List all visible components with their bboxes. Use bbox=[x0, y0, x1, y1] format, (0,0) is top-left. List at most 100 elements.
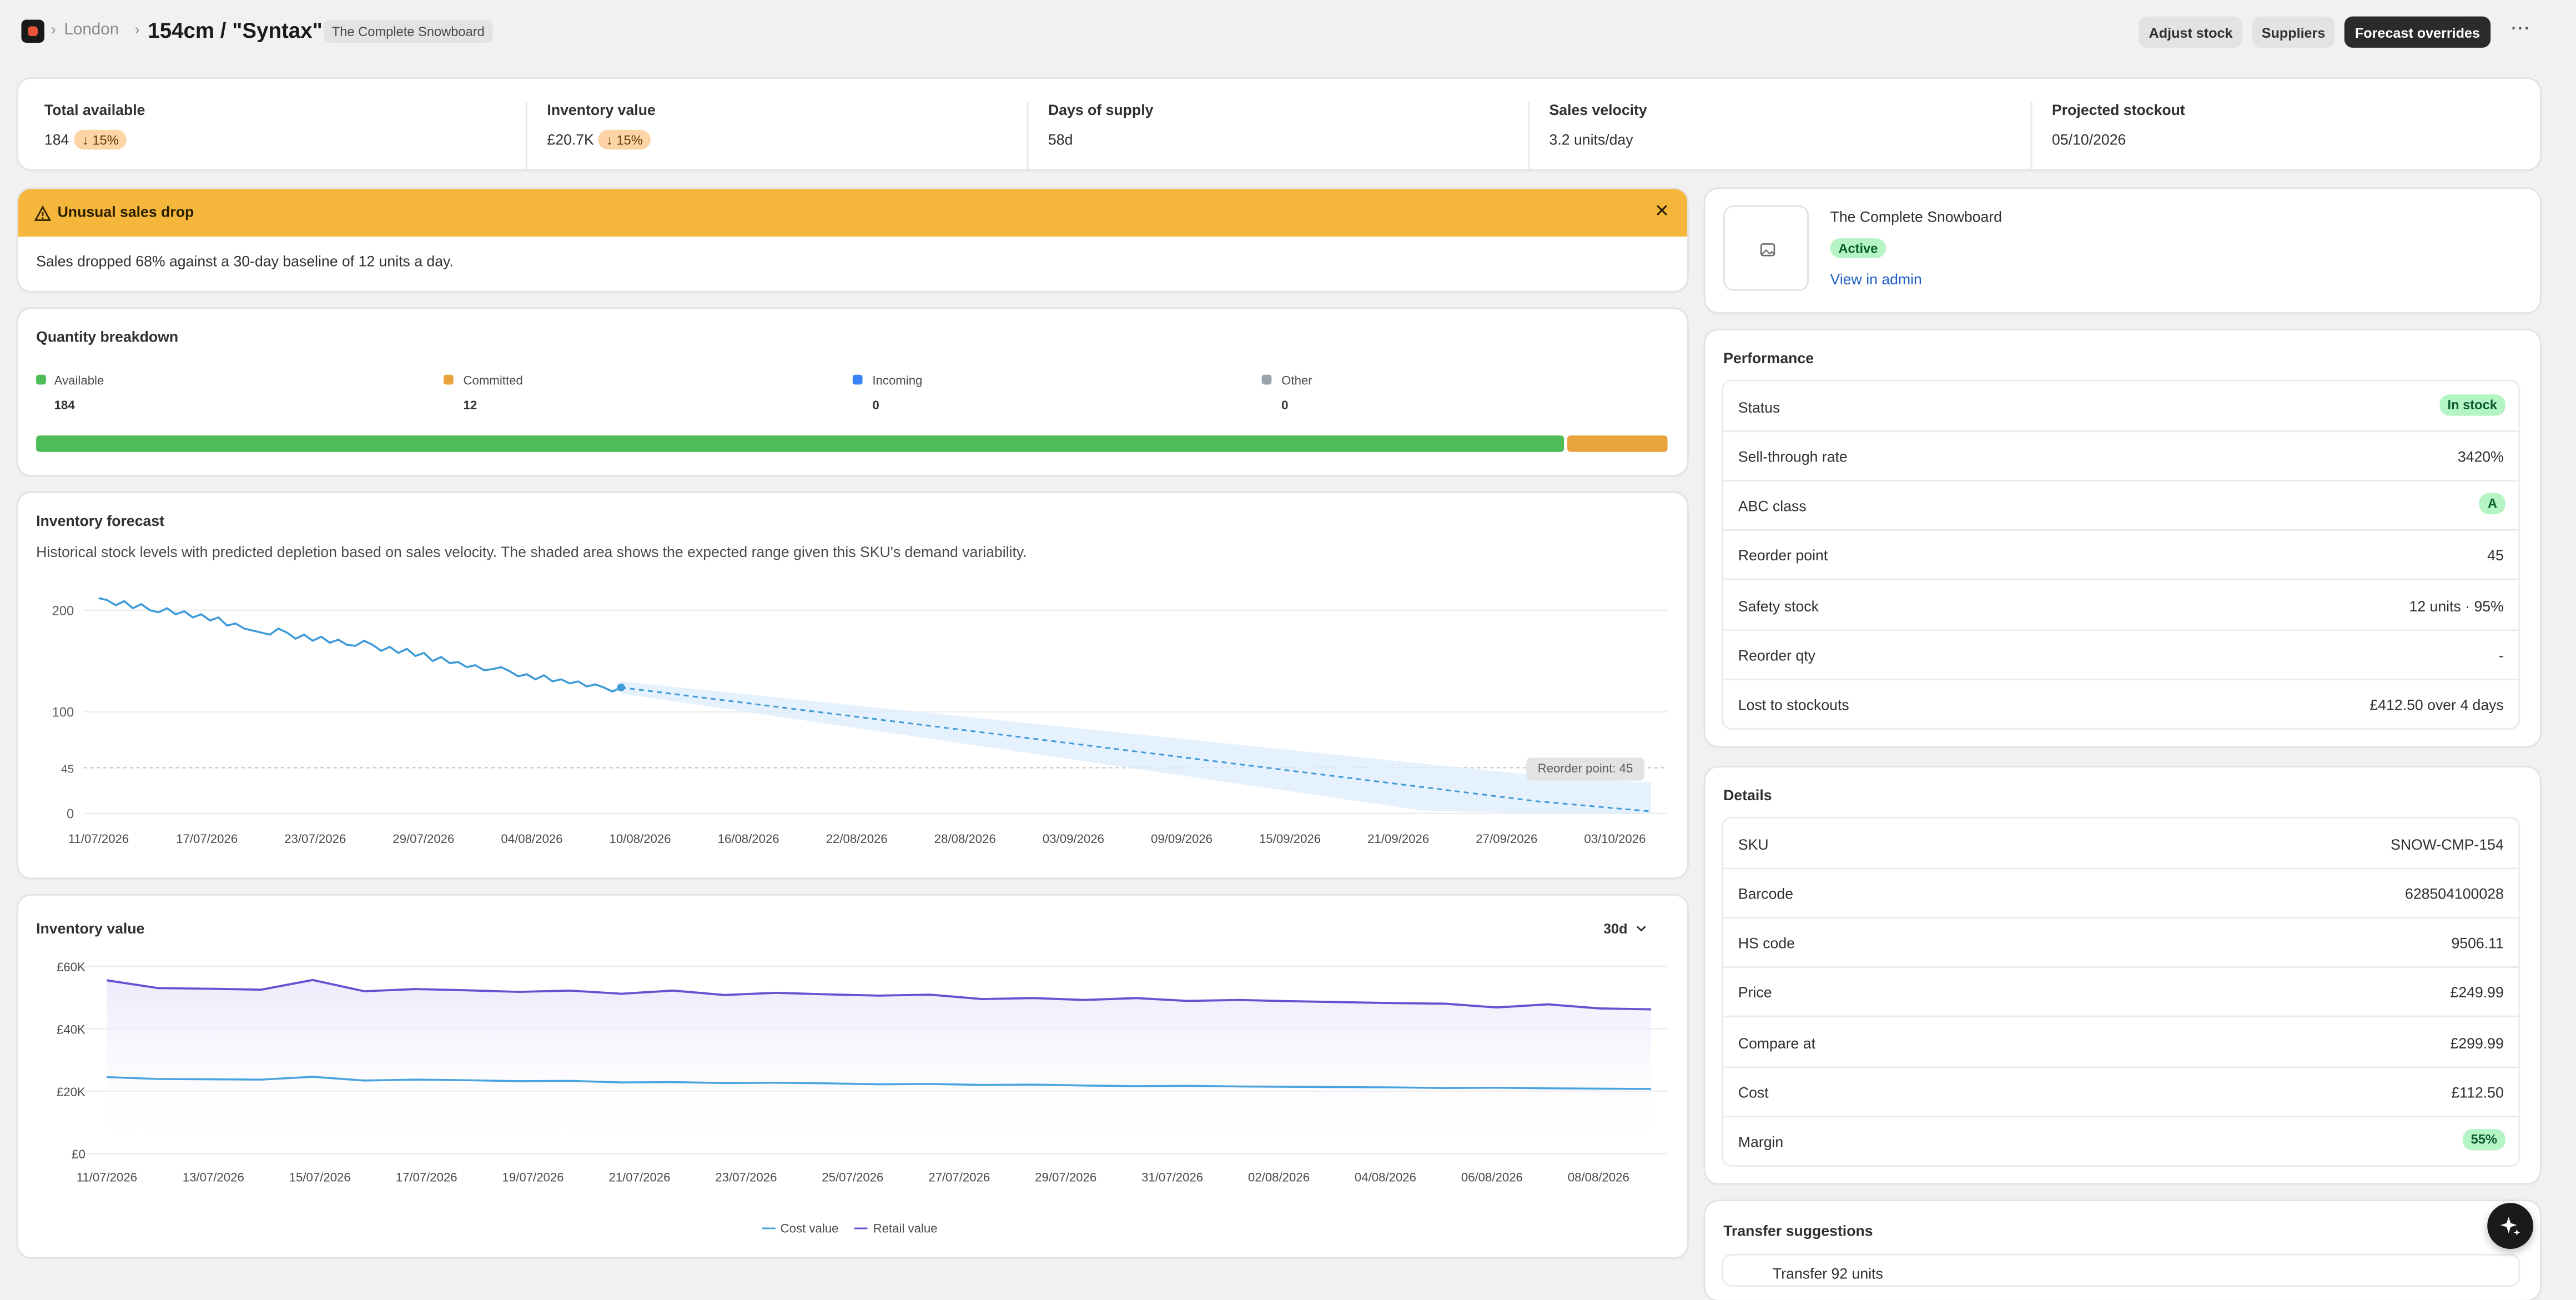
abc-class-badge: A bbox=[2479, 493, 2505, 515]
x-tick-label: 28/08/2026 bbox=[934, 832, 996, 846]
x-tick-label: 11/07/2026 bbox=[77, 1171, 137, 1184]
row-label: Cost bbox=[1738, 1085, 1769, 1101]
details-row: Margin 55% bbox=[1722, 1116, 2520, 1165]
kpi-delta-badge: ↓ 15% bbox=[598, 129, 651, 150]
reorder-point-label: Reorder point: 45 bbox=[1526, 757, 1645, 781]
suppliers-button[interactable]: Suppliers bbox=[2252, 16, 2335, 48]
row-value: 628504100028 bbox=[2405, 886, 2504, 902]
kpi-value: 05/10/2026 bbox=[2052, 131, 2126, 148]
inventory-value-chart: £0 £20K £40K £60K 11/07/2026 13/07/2026 15/07/… bbox=[57, 960, 1668, 1184]
legend-dot-other bbox=[1261, 374, 1272, 385]
details-card: Details SKU SNOW-CMP-154 Barcode 6285041… bbox=[1705, 767, 2540, 1183]
performance-card: Performance Status In stock Sell-through… bbox=[1705, 330, 2540, 746]
inventory-forecast-card: Inventory forecast Historical stock leve… bbox=[18, 493, 1688, 878]
legend-dot-incoming bbox=[852, 374, 863, 385]
current-point-marker bbox=[617, 683, 625, 692]
x-tick-label: 13/07/2026 bbox=[183, 1171, 244, 1184]
inventory-forecast-chart: 0 45 100 200 11/07/2026 17/07/2026 23/07/2026 2… bbox=[52, 597, 1668, 846]
alert-banner: Unusual sales drop ✕ Sales dropped 68% a… bbox=[18, 189, 1688, 291]
row-label: Margin bbox=[1738, 1133, 1784, 1151]
legend-value-other: 0 bbox=[1281, 398, 1289, 413]
close-icon[interactable]: ✕ bbox=[1654, 202, 1670, 222]
row-value: £112.50 bbox=[2451, 1085, 2504, 1101]
transfer-preview-row: Transfer 92 units bbox=[1722, 1253, 2520, 1287]
margin-badge: 55% bbox=[2462, 1128, 2505, 1151]
inventory-value-card: Inventory value 30d £0 £20K £40K £60K 11/07/… bbox=[18, 895, 1688, 1257]
transfer-preview-text: Transfer 92 units bbox=[1772, 1265, 1883, 1282]
x-tick-label: 17/07/2026 bbox=[176, 832, 238, 846]
legend-value-committed: 12 bbox=[463, 398, 477, 413]
legend-label-cost: Cost value bbox=[780, 1221, 839, 1236]
x-tick-label: 10/08/2026 bbox=[610, 832, 671, 846]
sidekick-button[interactable] bbox=[2487, 1203, 2534, 1249]
row-label: Price bbox=[1738, 984, 1772, 1001]
warning-icon bbox=[34, 205, 51, 222]
kpi-label: Inventory value bbox=[547, 102, 656, 119]
forecast-confidence-band bbox=[621, 681, 1651, 814]
store-logo-icon[interactable] bbox=[21, 19, 44, 43]
row-value: 9506.11 bbox=[2451, 935, 2504, 952]
x-tick-label: 04/08/2026 bbox=[501, 832, 562, 846]
row-label: Reorder qty bbox=[1738, 647, 1816, 664]
row-value: 45 bbox=[2487, 547, 2504, 564]
retail-value-line bbox=[107, 978, 1652, 1011]
more-actions-icon[interactable]: ⋯ bbox=[2510, 16, 2530, 40]
adjust-stock-button[interactable]: Adjust stock bbox=[2139, 16, 2243, 48]
x-tick-label: 21/07/2026 bbox=[608, 1171, 670, 1184]
alert-message: Sales dropped 68% against a 30-day basel… bbox=[36, 253, 454, 270]
breakdown-bar-available bbox=[36, 435, 1564, 452]
row-value: £249.99 bbox=[2450, 984, 2504, 1001]
details-table bbox=[1722, 816, 2520, 1167]
view-in-admin-link[interactable]: View in admin bbox=[1830, 271, 1922, 288]
x-tick-label: 08/08/2026 bbox=[1568, 1171, 1629, 1184]
row-label: Status bbox=[1738, 399, 1780, 416]
row-label: ABC class bbox=[1738, 498, 1807, 515]
legend-label-retail: Retail value bbox=[873, 1221, 938, 1236]
section-title: Inventory value bbox=[36, 920, 145, 937]
x-tick-label: 31/07/2026 bbox=[1141, 1171, 1203, 1184]
chart-legend: Cost value Retail value bbox=[762, 1221, 938, 1236]
x-tick-label: 16/08/2026 bbox=[718, 832, 779, 846]
x-tick-label: 27/09/2026 bbox=[1476, 832, 1537, 846]
x-tick-label: 03/09/2026 bbox=[1043, 832, 1104, 846]
kpi-value: 58d bbox=[1048, 131, 1073, 148]
x-tick-label: 17/07/2026 bbox=[396, 1171, 457, 1184]
y-tick-label: 45 bbox=[61, 762, 74, 775]
y-tick-label: £20K bbox=[57, 1085, 85, 1099]
transfer-suggestions-card: Transfer suggestions Transfer 92 units bbox=[1705, 1201, 2540, 1300]
kpi-value: 3.2 units/day bbox=[1549, 131, 1633, 148]
product-tag[interactable]: The Complete Snowboard bbox=[323, 19, 493, 43]
range-dropdown[interactable]: 30d bbox=[1603, 915, 1647, 941]
details-row: Price £249.99 bbox=[1722, 966, 2520, 1017]
y-tick-label: 0 bbox=[67, 807, 74, 822]
range-dropdown-value: 30d bbox=[1603, 920, 1628, 937]
y-tick-label: £60K bbox=[57, 960, 85, 974]
legend-swatch-cost bbox=[762, 1227, 776, 1230]
performance-row: Lost to stockouts £412.50 over 4 days bbox=[1722, 679, 2520, 728]
y-tick-label: 200 bbox=[52, 604, 74, 619]
section-title: Transfer suggestions bbox=[1723, 1222, 1873, 1239]
row-value: 3420% bbox=[2457, 448, 2504, 465]
breadcrumb-location[interactable]: London bbox=[64, 21, 119, 40]
product-name: The Complete Snowboard bbox=[1830, 208, 2002, 225]
performance-row: Safety stock 12 units · 95% bbox=[1722, 580, 2520, 631]
forecast-overrides-button[interactable]: Forecast overrides bbox=[2344, 16, 2491, 48]
product-card: The Complete Snowboard Active View in ad… bbox=[1705, 189, 2540, 313]
cost-value-line bbox=[107, 1076, 1652, 1090]
row-label: Lost to stockouts bbox=[1738, 696, 1849, 714]
legend-dot-committed bbox=[443, 374, 454, 385]
details-row: HS code 9506.11 bbox=[1722, 917, 2520, 968]
details-row: Compare at £299.99 bbox=[1722, 1017, 2520, 1068]
product-thumbnail[interactable] bbox=[1723, 205, 1809, 291]
performance-table bbox=[1722, 379, 2520, 730]
image-placeholder-icon bbox=[1760, 243, 1775, 257]
product-status-badge: Active bbox=[1830, 238, 1886, 258]
y-tick-label: £0 bbox=[72, 1147, 85, 1161]
legend-value-incoming: 0 bbox=[872, 398, 879, 413]
kpi-label: Days of supply bbox=[1048, 102, 1154, 119]
alert-header bbox=[18, 189, 1688, 237]
performance-row: ABC class A bbox=[1722, 480, 2520, 531]
x-tick-label: 29/07/2026 bbox=[393, 832, 454, 846]
row-value: £299.99 bbox=[2450, 1035, 2504, 1052]
x-tick-label: 27/07/2026 bbox=[928, 1171, 990, 1184]
